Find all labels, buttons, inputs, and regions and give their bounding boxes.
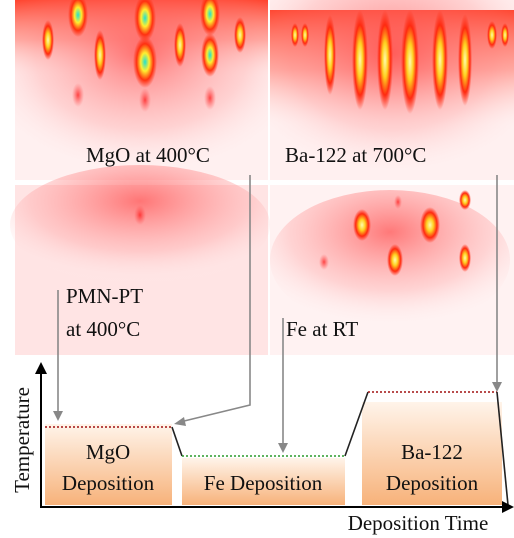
figure: MgO at 400°C Ba-122 at 700°C PMN-PT at 4… <box>0 0 514 538</box>
image-label: MgO at 400°C <box>86 143 210 167</box>
image-label: PMN-PT <box>66 284 143 308</box>
y-axis-label: Temperature <box>10 387 34 493</box>
stage-label: Fe Deposition <box>204 471 323 495</box>
stage-label: Deposition <box>386 471 479 495</box>
image-label: Ba-122 at 700°C <box>285 143 426 167</box>
x-axis-label: Deposition Time <box>348 511 489 535</box>
stage-label: MgO <box>86 440 130 464</box>
image-label: Fe at RT <box>286 317 358 341</box>
axis-arrow <box>35 362 47 374</box>
stage-label: Deposition <box>62 471 155 495</box>
image-label: at 400°C <box>66 317 140 341</box>
stage-label: Ba-122 <box>401 440 463 464</box>
